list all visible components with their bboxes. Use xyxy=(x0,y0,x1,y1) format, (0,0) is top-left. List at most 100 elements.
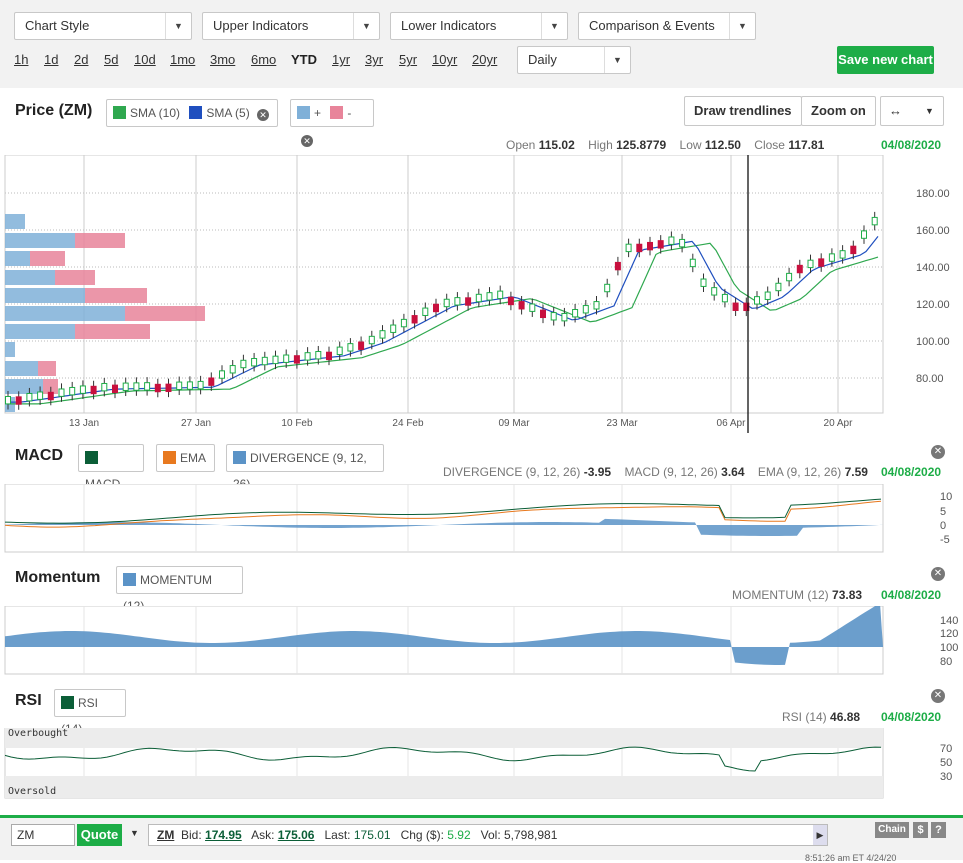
candle-body xyxy=(197,380,204,390)
candle-body xyxy=(422,307,429,316)
price-chart[interactable]: 180.00 160.00 140.00 120.00 100.00 80.00 13 J… xyxy=(0,155,963,433)
volume-down-bar xyxy=(30,251,65,266)
macd-legend-macd[interactable]: MACD xyxy=(78,444,144,491)
volume-down-swatch xyxy=(330,106,344,119)
period-6mo[interactable]: 6mo xyxy=(251,52,277,67)
x-tick-label: 13 Jan xyxy=(69,418,99,429)
chain-button[interactable]: Chain xyxy=(875,822,909,838)
help-icon[interactable]: ? xyxy=(931,822,946,838)
macd-chart[interactable]: 10 5 0 -5 xyxy=(0,484,963,554)
volume-up-swatch xyxy=(297,106,310,119)
candle-body xyxy=(828,253,835,262)
y-tick-label: 160.00 xyxy=(916,225,950,237)
candle-body xyxy=(561,312,568,322)
period-5d[interactable]: 5d xyxy=(104,52,119,67)
pan-button[interactable]: ↔ ▼ xyxy=(880,96,944,126)
candle-body xyxy=(572,309,579,318)
symbol-input[interactable]: ZM xyxy=(11,824,75,846)
candle-body xyxy=(775,282,782,292)
overbought-label: Overbought xyxy=(8,728,69,739)
sma-lines xyxy=(8,236,879,405)
quote-details: ZM Bid: 174.95 Ask: 175.06 Last: 175.01 … xyxy=(148,824,828,846)
y-tick-label: 80 xyxy=(940,656,952,668)
period-10d[interactable]: 10d xyxy=(134,52,156,67)
rsi-chart[interactable]: 70 50 30 xyxy=(0,728,963,800)
y-tick-label: 120 xyxy=(940,628,958,640)
sma-legend[interactable]: SMA (10) SMA (5) ✕ xyxy=(106,99,278,127)
quote-symbol[interactable]: ZM xyxy=(157,828,175,842)
close-icon[interactable]: ✕ xyxy=(257,109,270,121)
draw-trendlines-button[interactable]: Draw trendlines xyxy=(684,96,802,126)
ema-line xyxy=(4,500,882,528)
timestamp: 8:51:26 am ET 4/24/20 xyxy=(805,853,897,863)
macd-info: DIVERGENCE (9, 12, 26) -3.95 MACD (9, 12… xyxy=(443,465,868,479)
x-tick-label: 09 Mar xyxy=(498,418,530,429)
y-tick-label: 5 xyxy=(940,506,946,518)
candle-body xyxy=(154,383,161,393)
candle-body xyxy=(625,243,632,253)
zoom-on-button[interactable]: Zoom on xyxy=(801,96,876,126)
period-5yr[interactable]: 5yr xyxy=(399,52,418,67)
period-3mo[interactable]: 3mo xyxy=(210,52,236,67)
plot-frame xyxy=(4,155,884,414)
candle-body xyxy=(326,351,332,361)
upper-indicators-dropdown[interactable]: Upper Indicators ▼ xyxy=(202,12,380,40)
chevron-down-icon: ▼ xyxy=(604,47,630,73)
period-2d[interactable]: 2d xyxy=(74,52,89,67)
close-rsi-icon[interactable]: ✕ xyxy=(931,689,945,703)
comparison-dropdown[interactable]: Comparison & Events ▼ xyxy=(578,12,756,40)
rsi-legend[interactable]: RSI (14) xyxy=(54,689,126,736)
candle-body xyxy=(251,358,258,367)
close-icon[interactable]: ✕ xyxy=(301,135,313,147)
upper-indicators-label: Upper Indicators xyxy=(213,18,309,33)
volume-legend[interactable]: + - ✕ xyxy=(290,99,374,147)
period-3yr[interactable]: 3yr xyxy=(365,52,384,67)
lower-indicators-dropdown[interactable]: Lower Indicators ▼ xyxy=(390,12,568,40)
y-tick-label: 180.00 xyxy=(916,188,950,200)
candle-body xyxy=(550,312,557,321)
volume-down-bar xyxy=(38,361,56,376)
chart-style-dropdown[interactable]: Chart Style ▼ xyxy=(14,12,192,40)
macd-title: MACD xyxy=(15,447,63,464)
period-10yr[interactable]: 10yr xyxy=(432,52,458,67)
volume-profile xyxy=(5,214,205,412)
period-ytd[interactable]: YTD xyxy=(291,52,317,67)
candle-body xyxy=(272,355,279,365)
sma5-line xyxy=(8,236,879,403)
candle-body xyxy=(315,351,322,360)
interval-dropdown[interactable]: Daily ▼ xyxy=(517,46,631,74)
candle-body xyxy=(433,303,439,313)
candle-body xyxy=(689,258,696,268)
candle-body xyxy=(240,359,247,369)
volume-down-bar xyxy=(85,288,147,303)
period-1h[interactable]: 1h xyxy=(14,52,29,67)
candle-body xyxy=(358,341,365,350)
candle-body xyxy=(229,365,236,374)
sma10-swatch xyxy=(113,106,126,119)
x-tick-label: 06 Apr xyxy=(717,418,747,429)
y-tick-label: 120.00 xyxy=(916,299,950,311)
period-20yr[interactable]: 20yr xyxy=(472,52,498,67)
y-tick-label: 30 xyxy=(940,771,952,783)
macd-legend-div[interactable]: DIVERGENCE (9, 12, 26) xyxy=(226,444,384,491)
macd-legend-ema[interactable]: EMA xyxy=(156,444,215,472)
period-1mo[interactable]: 1mo xyxy=(170,52,196,67)
quote-button[interactable]: Quote xyxy=(77,824,122,846)
momentum-legend[interactable]: MOMENTUM (12) xyxy=(116,566,243,613)
dollar-icon[interactable]: $ xyxy=(913,822,928,838)
close-momentum-icon[interactable]: ✕ xyxy=(931,567,945,581)
candle-body xyxy=(304,352,311,361)
save-new-chart-button[interactable]: Save new chart xyxy=(837,46,934,74)
y-tick-label: 100.00 xyxy=(916,336,950,348)
bid-value[interactable]: 174.95 xyxy=(205,828,242,842)
candle-body xyxy=(90,385,97,395)
candle-body xyxy=(379,330,386,339)
oversold-label: Oversold xyxy=(8,786,57,797)
ask-value[interactable]: 175.06 xyxy=(277,828,315,842)
chevron-down-icon[interactable]: ▼ xyxy=(130,828,139,838)
period-1yr[interactable]: 1yr xyxy=(332,52,351,67)
close-macd-icon[interactable]: ✕ xyxy=(931,445,945,459)
next-arrow-icon[interactable]: ▶ xyxy=(813,825,827,845)
period-1d[interactable]: 1d xyxy=(44,52,59,67)
